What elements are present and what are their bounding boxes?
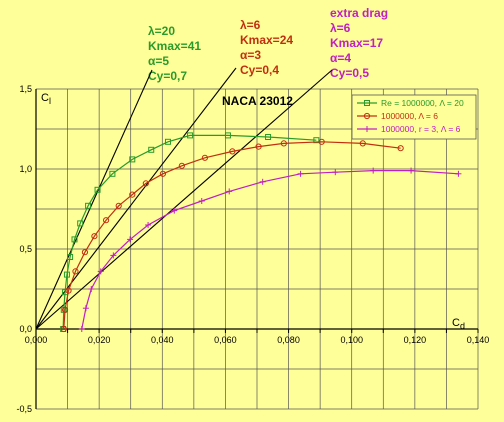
y-tick-label: 0,5 xyxy=(19,244,32,254)
data-point xyxy=(178,162,185,169)
data-point xyxy=(77,220,84,227)
legend-label: Re = 1000000, Λ = 20 xyxy=(381,98,464,108)
data-point xyxy=(164,138,171,145)
data-point xyxy=(408,167,415,174)
data-point xyxy=(127,236,134,243)
grid xyxy=(35,88,479,410)
data-point xyxy=(171,207,178,214)
data-point xyxy=(332,169,339,176)
data-point xyxy=(313,137,320,144)
data-point xyxy=(85,202,92,209)
data-point xyxy=(297,170,304,177)
tangent-line-kmax-41 xyxy=(35,69,153,330)
x-tick-label: 0,000 xyxy=(25,335,48,345)
data-point xyxy=(148,146,155,153)
x-tick-label: 0,140 xyxy=(467,335,490,345)
axes xyxy=(35,89,479,409)
series-line-3 xyxy=(81,170,459,330)
data-point xyxy=(78,326,85,332)
data-point xyxy=(187,132,194,139)
data-point xyxy=(109,170,116,177)
data-point xyxy=(60,325,67,333)
data-point xyxy=(129,191,136,198)
data-point xyxy=(94,186,101,193)
y-axis-label: Cl xyxy=(41,92,51,106)
data-point xyxy=(280,140,287,147)
data-point xyxy=(159,170,167,177)
data-point xyxy=(259,178,266,185)
data-point xyxy=(370,167,377,174)
x-tick-label: 0,020 xyxy=(88,335,111,345)
data-point xyxy=(142,180,149,187)
chart-title: NACA 23012 xyxy=(222,94,293,108)
x-tick-label: 0,100 xyxy=(340,335,363,345)
data-point xyxy=(88,286,95,292)
data-point xyxy=(224,132,231,139)
legend-marker xyxy=(364,100,370,106)
x-tick-label: 0,040 xyxy=(151,335,174,345)
data-point xyxy=(359,140,366,147)
tangent-line-kmax-24 xyxy=(35,67,237,330)
data-point xyxy=(102,217,110,224)
y-tick-label: 1,5 xyxy=(19,84,32,94)
data-point xyxy=(63,271,70,278)
data-point xyxy=(265,134,272,140)
data-point xyxy=(61,306,69,313)
legend-marker xyxy=(363,112,371,120)
data-point xyxy=(62,289,69,296)
data-point xyxy=(71,236,78,243)
y-tick-label: -0,5 xyxy=(16,404,32,414)
data-point xyxy=(97,268,104,275)
data-point xyxy=(110,252,117,259)
data-point xyxy=(198,198,205,204)
tick-labels: 0,000 0,020 0,040 0,060 0,080 0,100 0,120 0,140… xyxy=(16,84,489,414)
data-point xyxy=(397,145,404,152)
data-point xyxy=(82,305,89,312)
x-tick-label: 0,080 xyxy=(277,335,300,345)
y-tick-label: 1,0 xyxy=(19,164,32,174)
x-tick-label: 0,120 xyxy=(404,335,427,345)
legend-label: 1000000, Λ = 6 xyxy=(381,111,438,121)
x-axis-label: Cd xyxy=(452,317,465,331)
legend: Re = 1000000, Λ = 20 1000000, Λ = 6 100000… xyxy=(351,94,477,140)
tangent-line-kmax-17 xyxy=(35,69,333,330)
data-point xyxy=(226,188,233,195)
series-line-1 xyxy=(62,134,317,330)
data-point xyxy=(318,138,325,145)
legend-box xyxy=(351,94,477,140)
annotation-extra-drag: extra drag λ=6 Kmax=17 α=4 Cy=0,5 xyxy=(330,6,389,80)
data-point xyxy=(255,143,262,150)
x-tick-label: 0,060 xyxy=(214,335,237,345)
data-point xyxy=(201,154,209,161)
data-point xyxy=(67,254,74,260)
legend-label: 1000000, r = 3, Λ = 6 xyxy=(381,124,461,134)
data-point xyxy=(91,233,98,240)
tangent-lines xyxy=(35,67,333,330)
data-point xyxy=(129,156,136,163)
series-line-2 xyxy=(63,141,401,330)
annotation-lambda-6: λ=6 Kmax=24 α=3 Cy=0,4 xyxy=(240,18,294,77)
data-point xyxy=(81,249,89,256)
y-tick-label: 0,0 xyxy=(19,324,32,334)
data-point xyxy=(229,148,236,155)
series-group xyxy=(60,132,462,333)
annotation-lambda-20: λ=20 Kmax=41 α=5 Cy=0,7 xyxy=(148,24,202,83)
data-point xyxy=(72,268,79,275)
data-point xyxy=(65,287,72,294)
data-point xyxy=(145,222,152,228)
data-point xyxy=(115,202,122,209)
data-point xyxy=(455,170,462,177)
